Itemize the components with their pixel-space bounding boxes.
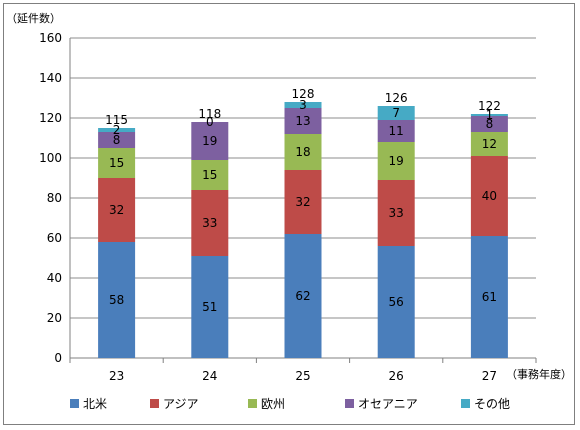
x-axis-label: （事務年度）	[506, 367, 572, 381]
data-label: 15	[109, 156, 124, 170]
y-tick-label: 60	[47, 231, 62, 245]
bar-segment	[98, 128, 136, 132]
legend-swatch	[345, 399, 354, 408]
data-label: 8	[486, 117, 494, 131]
data-label: 3	[299, 98, 307, 112]
bar-segment	[284, 234, 322, 358]
total-label: 122	[478, 99, 501, 113]
data-label: 2	[113, 123, 121, 137]
bar-segment	[377, 120, 415, 142]
total-labels: 115 118 128 126 122	[105, 87, 501, 127]
x-tick-label: 23	[109, 369, 124, 383]
x-tick-label: 26	[389, 369, 404, 383]
legend-label: オセアニア	[358, 397, 418, 411]
data-label: 0	[206, 115, 214, 129]
data-label: 12	[482, 137, 497, 151]
bar-segment	[191, 122, 229, 160]
bar-segment	[470, 114, 508, 116]
data-label: 32	[109, 203, 124, 217]
bar-segment	[98, 242, 136, 358]
total-label: 126	[385, 91, 408, 105]
data-label: 32	[295, 195, 310, 209]
data-label: 40	[482, 189, 497, 203]
bar-segment	[377, 180, 415, 246]
data-label: 19	[202, 134, 217, 148]
total-label: 118	[198, 107, 221, 121]
y-tick-label: 120	[39, 111, 62, 125]
data-label: 56	[389, 295, 404, 309]
legend-label: その他	[474, 397, 510, 411]
legend-swatch	[70, 399, 79, 408]
data-label: 8	[113, 133, 121, 147]
bar-segment	[470, 156, 508, 236]
y-tick-label: 140	[39, 71, 62, 85]
x-tick-label: 27	[482, 369, 497, 383]
data-label: 58	[109, 293, 124, 307]
total-label: 115	[105, 113, 128, 127]
bar-segment	[470, 116, 508, 132]
data-label: 62	[295, 289, 310, 303]
data-label: 15	[202, 168, 217, 182]
bar-segment	[470, 236, 508, 358]
bar-segment	[98, 148, 136, 178]
data-labels: 5832158251331519062321813356331911761401…	[109, 98, 497, 314]
legend-label: アジア	[163, 397, 199, 411]
y-tick-label: 160	[39, 31, 62, 45]
legend: 北米 アジア 欧州 オセアニア その他	[70, 397, 510, 411]
legend-swatch	[461, 399, 470, 408]
data-label: 33	[389, 206, 404, 220]
legend-label: 欧州	[261, 397, 285, 411]
bar-segment	[191, 256, 229, 358]
y-tick-label: 40	[47, 271, 62, 285]
bar-segment	[470, 132, 508, 156]
bar-segment	[284, 134, 322, 170]
data-label: 13	[295, 114, 310, 128]
bar-segment	[98, 132, 136, 148]
bar-segment	[284, 170, 322, 234]
bar-segment	[191, 190, 229, 256]
bar-segment	[284, 108, 322, 134]
y-tick-label: 0	[54, 351, 62, 365]
x-tick-label: 24	[202, 369, 217, 383]
bar-segment	[98, 178, 136, 242]
bar-segment	[191, 160, 229, 190]
bar-segment	[377, 142, 415, 180]
data-label: 18	[295, 145, 310, 159]
data-label: 19	[389, 154, 404, 168]
data-label: 11	[389, 124, 404, 138]
data-label: 33	[202, 216, 217, 230]
data-label: 1	[486, 108, 494, 122]
bar-segment	[377, 246, 415, 358]
y-tick-label: 20	[47, 311, 62, 325]
gridlines	[69, 37, 537, 363]
legend-swatch	[150, 399, 159, 408]
legend-label: 北米	[83, 397, 107, 411]
x-tick-label: 25	[295, 369, 310, 383]
total-label: 128	[292, 87, 315, 101]
bar-segment	[377, 106, 415, 120]
y-tick-label: 80	[47, 191, 62, 205]
data-label: 7	[392, 106, 400, 120]
data-label: 51	[202, 300, 217, 314]
bar-series	[98, 102, 508, 358]
legend-swatch	[248, 399, 257, 408]
data-label: 61	[482, 290, 497, 304]
bar-segment	[284, 102, 322, 108]
y-axis-label: （延件数）	[6, 12, 61, 25]
y-tick-label: 100	[39, 151, 62, 165]
